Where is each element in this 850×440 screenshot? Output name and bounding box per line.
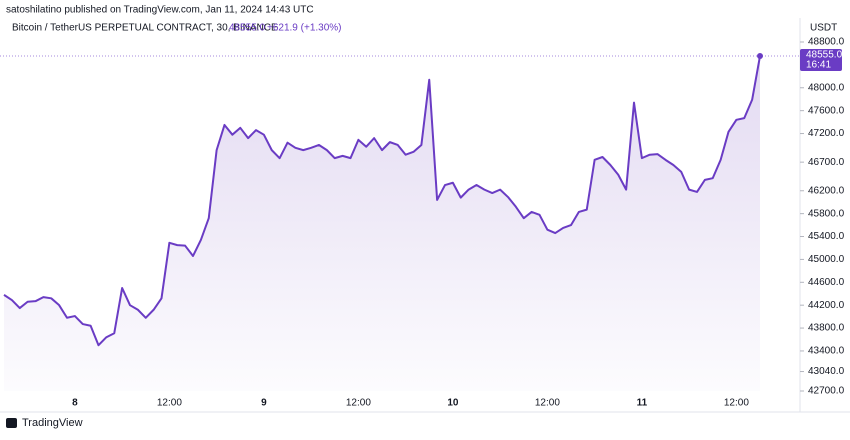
price-tag-price: 48555.0 (806, 50, 843, 61)
last-point (757, 53, 763, 60)
y-tick-label: 48000.0 (808, 82, 845, 93)
logo-icon (6, 418, 17, 428)
x-tick-label: 12:00 (724, 398, 749, 409)
axis-unit: USDT (810, 23, 837, 34)
y-tick-label: 45000.0 (808, 254, 845, 265)
y-tick-label: 46200.0 (808, 185, 845, 196)
y-tick-label: 46700.0 (808, 157, 845, 168)
area (4, 56, 760, 391)
y-tick-label: 47200.0 (808, 128, 845, 139)
y-tick-label: 43400.0 (808, 346, 845, 357)
x-tick-label: 8 (72, 398, 78, 409)
y-tick-label: 47600.0 (808, 105, 845, 116)
footer: TradingView (22, 417, 83, 429)
x-tick-label: 12:00 (157, 398, 182, 409)
price-tag-countdown: 16:41 (806, 60, 831, 71)
x-tick-label: 12:00 (346, 398, 371, 409)
legend-price: 48555.0 (229, 23, 266, 34)
y-tick-label: 43800.0 (808, 323, 845, 334)
y-tick-label: 42700.0 (808, 386, 845, 397)
y-tick-label: 44600.0 (808, 277, 845, 288)
price-line (3, 55, 761, 347)
price-tag (800, 49, 842, 72)
x-tick-label: 12:00 (535, 398, 560, 409)
x-tick-label: 10 (447, 398, 459, 409)
y-tick-label: 45400.0 (808, 231, 845, 242)
logo (6, 418, 17, 428)
x-tick-label: 9 (261, 398, 267, 409)
y-tick-label: 48800.0 (808, 37, 845, 48)
y-tick-label: 43040.0 (808, 366, 845, 377)
x-tick-label: 11 (637, 398, 648, 409)
legend-symbol: Bitcoin / TetherUS PERPETUAL CONTRACT, 3… (12, 23, 278, 34)
header: satoshilatino published on TradingView.c… (6, 5, 314, 16)
y-tick-label: 44200.0 (808, 300, 845, 311)
y-tick-label: 45800.0 (808, 208, 845, 219)
legend-change: +621.9 (+1.30%) (267, 23, 342, 34)
